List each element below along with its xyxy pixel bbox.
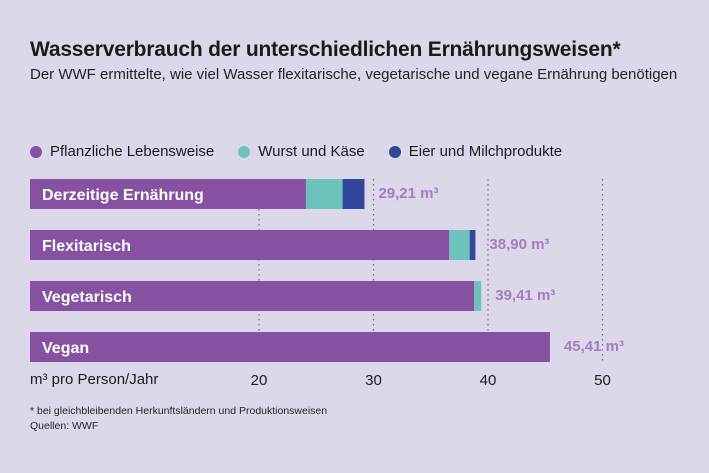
legend-swatch-pflanzlich <box>30 145 42 158</box>
legend-item-eier-milch: Eier und Milchprodukte <box>388 143 563 160</box>
legend-label-pflanzlich: Pflanzliche Lebensweise <box>50 143 215 160</box>
tick-label-30: 30 <box>365 372 382 389</box>
chart-title: Wasserverbrauch der unterschiedlichen Er… <box>30 38 621 61</box>
tick-label-20: 20 <box>251 372 268 389</box>
legend-swatch-wurst-kaese <box>238 145 251 158</box>
bar-vegetarisch-pflanzliche-lebensweise <box>30 281 475 311</box>
chart-subtitle: Der WWF ermittelte, wie viel Wasser flex… <box>30 66 678 83</box>
bar-flexitarisch-wurst-und-kase <box>449 230 470 260</box>
bar-group-derzeitige-ernahrung: Derzeitige Ernährung 29,21 m³ <box>30 179 439 209</box>
bar-derzeitige-ernahrung-eier-und-milchprodukte <box>342 179 365 209</box>
gridlines <box>258 179 604 362</box>
bar-vegetarisch-wurst-und-kase <box>474 281 482 311</box>
value-label-flexitarisch: 38,90 m³ <box>489 236 549 253</box>
legend-swatch-eier-milch <box>388 145 401 158</box>
footnote-source: Quellen: WWF <box>30 420 99 432</box>
footnote-note: * bei gleichbleibenden Herkunftsländern … <box>30 405 328 417</box>
value-label-vegetarisch: 39,41 m³ <box>495 287 555 304</box>
bar-label-vegetarisch: Vegetarisch <box>42 289 132 306</box>
tick-label-50: 50 <box>594 372 611 389</box>
bar-label-flexitarisch: Flexitarisch <box>42 238 131 255</box>
bar-derzeitige-ernahrung-pflanzliche-lebensweise <box>30 179 306 209</box>
footnote: * bei gleichbleibenden Herkunftsländern … <box>30 404 327 434</box>
value-label-vegan: 45,41 m³ <box>564 338 624 355</box>
bar-group-vegan: Vegan 45,41 m³ <box>30 332 624 362</box>
legend-item-wurst-kaese: Wurst und Käse <box>238 143 365 160</box>
value-label-derzeitige-ernahrung: 29,21 m³ <box>378 185 438 202</box>
legend-item-pflanzlich: Pflanzliche Lebensweise <box>30 143 214 160</box>
legend: Pflanzliche Lebensweise Wurst und Käse E… <box>30 143 586 160</box>
x-axis-label: m³ pro Person/Jahr <box>30 371 159 388</box>
bar-vegan-pflanzliche-lebensweise <box>30 332 550 362</box>
bar-label-derzeitige-ernahrung: Derzeitige Ernährung <box>42 187 204 204</box>
x-axis-ticks: 20 30 40 50 <box>251 372 611 389</box>
bar-derzeitige-ernahrung-wurst-und-kase <box>305 179 343 209</box>
bar-label-vegan: Vegan <box>42 340 89 357</box>
legend-label-wurst-kaese: Wurst und Käse <box>258 143 365 160</box>
tick-label-40: 40 <box>480 372 497 389</box>
bar-group-vegetarisch: Vegetarisch 39,41 m³ <box>30 281 555 311</box>
bar-flexitarisch-pflanzliche-lebensweise <box>30 230 450 260</box>
bar-flexitarisch-eier-und-milchprodukte <box>469 230 476 260</box>
bar-group-flexitarisch: Flexitarisch 38,90 m³ <box>30 230 549 260</box>
legend-label-eier-milch: Eier und Milchprodukte <box>408 143 563 160</box>
